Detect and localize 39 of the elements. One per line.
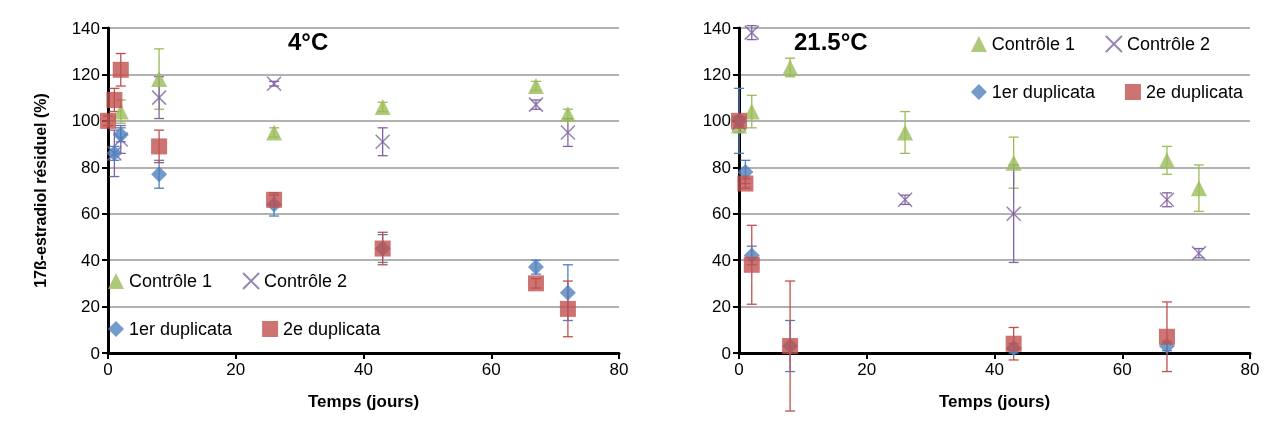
- x-tick-label: 20: [857, 360, 877, 379]
- x-tick-label: 80: [1240, 360, 1260, 379]
- chart-title: 21.5°C: [794, 27, 868, 55]
- y-axis-title: 17ß-estradiol résiduel (%): [31, 93, 49, 288]
- chart-title: 4°C: [288, 27, 329, 55]
- x-tick-label: 60: [481, 360, 501, 379]
- y-tick-label: 140: [702, 18, 731, 38]
- y-tick-label: 20: [81, 297, 100, 317]
- y-tick-label: 20: [712, 297, 731, 317]
- y-tick-label: 100: [702, 111, 731, 131]
- y-tick-label: 60: [81, 204, 100, 224]
- legend-label: 2e duplicata: [1145, 82, 1244, 102]
- y-tick-label: 140: [71, 18, 100, 38]
- y-tick-label: 120: [702, 64, 731, 84]
- y-tick-label: 100: [71, 111, 100, 131]
- y-tick-label: 0: [721, 343, 731, 363]
- legend-label: 1er duplicata: [129, 319, 234, 339]
- x-tick-label: 80: [609, 360, 629, 379]
- y-tick-label: 120: [71, 64, 100, 84]
- x-tick-label: 40: [985, 360, 1004, 379]
- x-tick-label: 20: [226, 360, 246, 379]
- y-tick-label: 80: [81, 157, 100, 177]
- legend-label: Contrôle 1: [129, 271, 213, 291]
- x-tick-label: 60: [1112, 360, 1132, 379]
- y-tick-label: 0: [90, 343, 100, 363]
- x-tick-label: 0: [734, 360, 744, 379]
- legend-label: 2e duplicata: [283, 319, 382, 339]
- y-tick-label: 40: [81, 250, 100, 270]
- x-axis-title: Temps (jours): [307, 392, 420, 411]
- x-tick-label: 40: [354, 360, 373, 379]
- y-tick-label: 60: [712, 204, 731, 224]
- y-tick-label: 80: [712, 157, 731, 177]
- legend-label: Contrôle 1: [991, 34, 1075, 54]
- x-axis-title: Temps (jours): [938, 392, 1051, 411]
- x-tick-label: 0: [103, 360, 113, 379]
- y-tick-label: 40: [712, 250, 731, 270]
- legend-label: 1er duplicata: [991, 82, 1096, 102]
- legend-label: Contrôle 2: [1126, 34, 1210, 54]
- legend-label: Contrôle 2: [264, 271, 348, 291]
